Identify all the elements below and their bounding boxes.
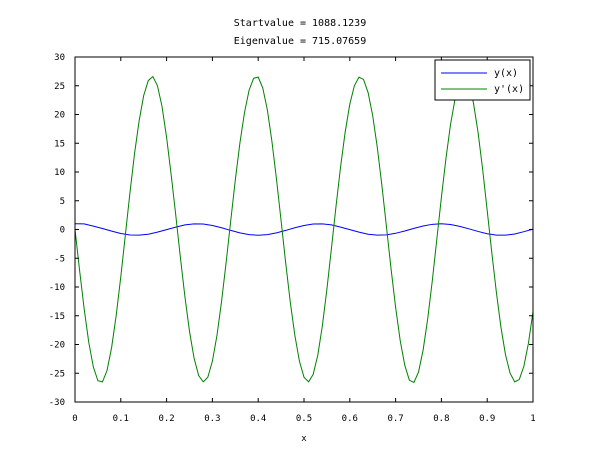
y-tick-label: 0 [60, 226, 65, 236]
x-tick-label: 0.3 [204, 414, 220, 424]
y-axis: -30 -25 -20 -15 -10 -5 0 5 10 15 20 25 30 [49, 53, 533, 408]
legend-box [434, 59, 531, 101]
y-tick-label: -5 [54, 254, 65, 264]
plot-area-frame [74, 56, 534, 403]
x-axis: 0 0.1 0.2 0.3 0.4 0.5 0.6 0.7 0.8 0.9 1 [72, 57, 536, 424]
x-tick-label: 0.7 [387, 414, 403, 424]
y-tick-label: -20 [49, 341, 65, 351]
title-line-eigenvalue: Eigenvalue = 715.07659 [234, 36, 366, 47]
x-tick-label: 0.9 [479, 414, 495, 424]
x-tick-label: 0.8 [433, 414, 449, 424]
legend-label-y: y(x) [494, 68, 518, 79]
x-tick-label: 1 [530, 414, 535, 424]
y-tick-label: 10 [54, 168, 65, 178]
chart-title: Startvalue = 1088.1239 Eigenvalue = 715.… [234, 18, 366, 47]
y-tick-label: 30 [54, 53, 65, 63]
y-tick-label: 5 [60, 197, 65, 207]
x-tick-label: 0.5 [296, 414, 312, 424]
title-line-startvalue: Startvalue = 1088.1239 [234, 18, 366, 29]
x-axis-label: x [301, 434, 307, 444]
series-line-y [74, 223, 534, 236]
y-tick-label: 25 [54, 82, 65, 92]
x-tick-label: 0.1 [113, 414, 129, 424]
y-tick-label: -10 [49, 283, 65, 293]
y-tick-label: -30 [49, 398, 65, 408]
legend-label-yprime: y'(x) [494, 84, 524, 95]
x-tick-label: 0 [72, 414, 77, 424]
series-line-yprime [74, 75, 534, 384]
y-tick-label: -15 [49, 312, 65, 322]
y-tick-label: 15 [54, 139, 65, 149]
y-tick-label: -25 [49, 369, 65, 379]
y-tick-label: 20 [54, 111, 65, 121]
series-group [74, 75, 534, 384]
x-tick-label: 0.4 [250, 414, 266, 424]
x-tick-label: 0.2 [158, 414, 174, 424]
legend: y(x) y'(x) [434, 59, 531, 101]
x-tick-label: 0.6 [342, 414, 358, 424]
